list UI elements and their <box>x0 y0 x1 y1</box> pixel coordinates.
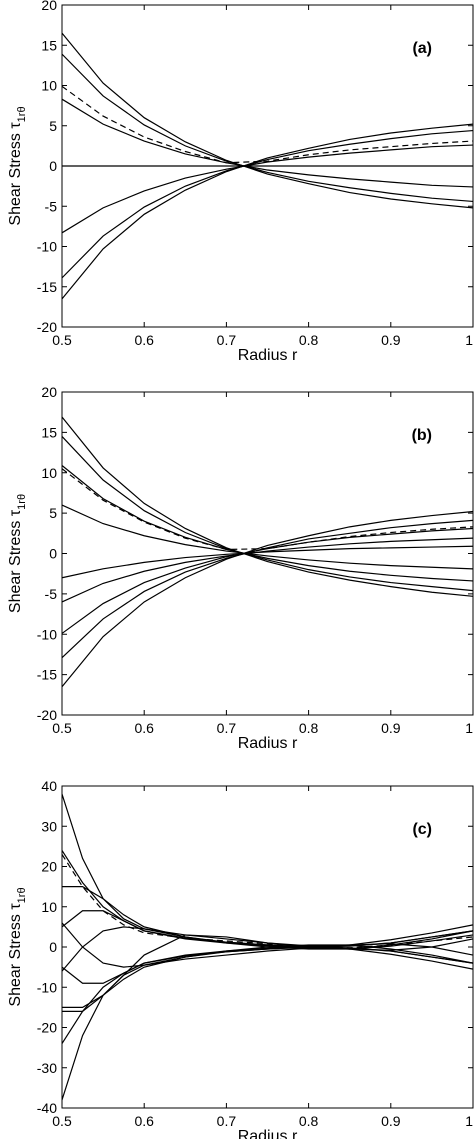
y-tick-label: 20 <box>41 859 57 875</box>
y-tick-label: 15 <box>41 424 57 440</box>
y-tick-label: -40 <box>37 1100 57 1116</box>
y-tick-label: 10 <box>41 899 57 915</box>
y-tick-label: -5 <box>45 198 58 214</box>
y-tick-label: 0 <box>49 158 57 174</box>
x-tick-label: 0.7 <box>217 720 237 736</box>
data-line <box>61 922 474 968</box>
x-tick-label: 0.7 <box>217 332 237 348</box>
y-tick-label: -20 <box>37 707 57 723</box>
data-line <box>61 129 474 279</box>
y-axis-label: Shear Stress τ1rθ <box>7 887 28 1006</box>
y-axis-label: Shear Stress τ1rθ <box>7 494 28 613</box>
y-tick-label: 20 <box>41 0 57 13</box>
data-line <box>61 144 474 234</box>
data-line <box>61 545 474 579</box>
x-axis-label: Radius r <box>238 347 298 364</box>
data-line <box>61 854 474 949</box>
data-line <box>61 85 474 164</box>
x-tick-label: 0.6 <box>134 720 154 736</box>
y-tick-label: -15 <box>37 279 57 295</box>
y-tick-label: -10 <box>37 626 57 642</box>
data-line <box>61 32 474 209</box>
y-tick-label: 30 <box>41 818 57 834</box>
y-axis-label: Shear Stress τ1rθ <box>7 106 28 225</box>
data-line <box>61 468 474 551</box>
plot-frame <box>61 391 474 716</box>
annotation: (a) <box>412 40 432 57</box>
data-line <box>61 537 474 603</box>
y-tick-label: 0 <box>49 939 57 955</box>
annotation: (c) <box>412 821 432 838</box>
y-axis-label-subscript: 1rθ <box>16 494 28 510</box>
y-axis-label-main: Shear Stress τ <box>7 903 24 1007</box>
x-tick-label: 1 <box>465 332 473 348</box>
y-axis-label-subscript: 1rθ <box>16 106 28 122</box>
x-axis-label: Radius r <box>238 735 298 752</box>
y-axis-label-main: Shear Stress τ <box>7 122 24 226</box>
y-tick-label: 20 <box>41 384 57 400</box>
annotation: (b) <box>412 427 432 444</box>
x-tick-label: 0.9 <box>381 332 401 348</box>
x-tick-label: 0.8 <box>299 332 319 348</box>
x-tick-label: 0.5 <box>52 1113 72 1129</box>
data-line <box>61 510 474 688</box>
x-tick-label: 0.5 <box>52 720 72 736</box>
x-axis-label: Radius r <box>238 1128 298 1139</box>
data-line <box>61 435 474 592</box>
data-line <box>61 519 474 659</box>
x-tick-label: 0.7 <box>217 1113 237 1129</box>
y-tick-label: -30 <box>37 1060 57 1076</box>
data-line <box>61 465 474 582</box>
y-tick-label: -15 <box>37 667 57 683</box>
x-tick-label: 0.6 <box>134 1113 154 1129</box>
x-tick-label: 0.8 <box>299 1113 319 1129</box>
y-tick-label: -20 <box>37 319 57 335</box>
y-axis-label-main: Shear Stress τ <box>7 509 24 613</box>
x-tick-label: 1 <box>465 1113 473 1129</box>
y-tick-label: -10 <box>37 979 57 995</box>
data-line <box>61 98 474 188</box>
x-tick-label: 0.8 <box>299 720 319 736</box>
y-tick-label: 5 <box>49 118 57 134</box>
y-tick-label: -20 <box>37 1020 57 1036</box>
x-tick-label: 1 <box>465 720 473 736</box>
y-tick-label: 10 <box>41 78 57 94</box>
data-line <box>61 123 474 300</box>
y-axis-label-subscript: 1rθ <box>16 887 28 903</box>
data-line <box>61 416 474 597</box>
data-line <box>62 886 474 948</box>
y-tick-label: 10 <box>41 465 57 481</box>
data-line <box>61 53 474 203</box>
x-tick-label: 0.6 <box>134 332 154 348</box>
x-tick-label: 0.5 <box>52 332 72 348</box>
y-tick-label: 5 <box>49 505 57 521</box>
data-line <box>61 527 474 634</box>
x-tick-label: 0.9 <box>381 720 401 736</box>
y-tick-label: 40 <box>41 778 57 794</box>
y-tick-label: -10 <box>37 239 57 255</box>
y-tick-label: 0 <box>49 546 57 562</box>
data-line <box>61 504 474 570</box>
y-tick-label: 15 <box>41 37 57 53</box>
x-tick-label: 0.9 <box>381 1113 401 1129</box>
y-tick-label: -5 <box>45 586 58 602</box>
data-line <box>62 934 474 1013</box>
